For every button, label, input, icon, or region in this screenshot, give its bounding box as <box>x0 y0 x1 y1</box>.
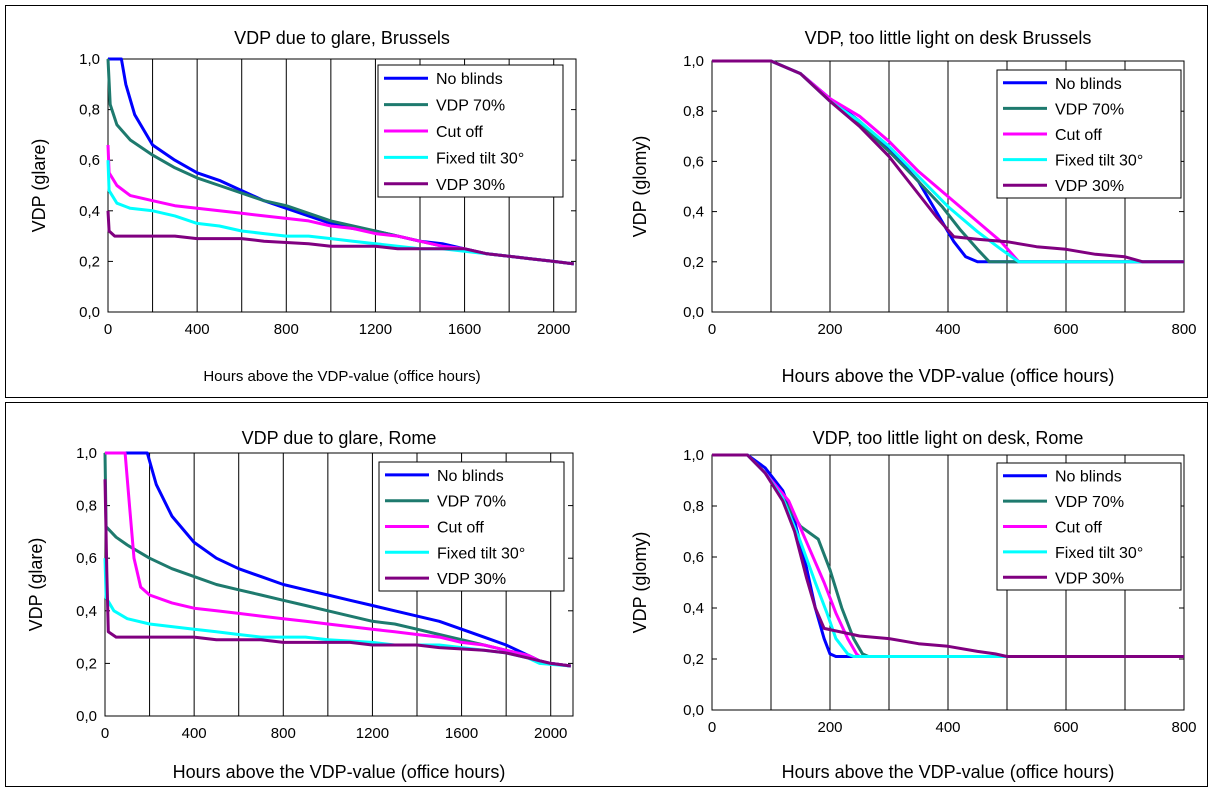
x-tick-label: 800 <box>1171 719 1196 736</box>
x-tick-label: 400 <box>935 321 960 338</box>
legend-label-vdp-30: VDP 30% <box>1055 178 1124 195</box>
x-tick-label: 1600 <box>445 725 478 742</box>
x-tick-label: 2000 <box>537 321 570 338</box>
legend-label-vdp-30: VDP 30% <box>436 177 505 194</box>
legend-label-vdp-30: VDP 30% <box>437 571 506 588</box>
x-tick-label: 0 <box>104 321 112 338</box>
y-tick-label: 0,6 <box>76 550 97 567</box>
x-tick-label: 800 <box>271 725 296 742</box>
x-tick-label: 200 <box>817 719 842 736</box>
y-tick-label: 0,2 <box>76 655 97 672</box>
legend-label-vdp-70: VDP 70% <box>1055 494 1124 511</box>
legend-label-no-blinds: No blinds <box>436 71 503 88</box>
y-tick-label: 0,8 <box>76 498 97 515</box>
series-line-vdp-30 <box>106 210 574 266</box>
x-tick-label: 0 <box>708 321 716 338</box>
y-tick-label: 1,0 <box>79 51 100 68</box>
x-tick-label: 1600 <box>448 321 481 338</box>
x-tick-label: 1200 <box>356 725 389 742</box>
legend-label-vdp-70: VDP 70% <box>436 98 505 115</box>
legend-label-cut-off: Cut off <box>1055 520 1102 537</box>
x-tick-label: 600 <box>1053 321 1078 338</box>
series-line-vdp-30 <box>103 479 571 668</box>
y-tick-label: 0,6 <box>683 549 704 566</box>
y-tick-label: 0,8 <box>79 102 100 119</box>
x-axis-label: Hours above the VDP-value (office hours) <box>203 368 480 385</box>
x-tick-label: 400 <box>182 725 207 742</box>
x-axis-label: Hours above the VDP-value (office hours) <box>173 762 506 782</box>
series-line-vdp-30 <box>712 453 1184 658</box>
legend-label-fixed-tilt-30: Fixed tilt 30° <box>437 545 525 562</box>
y-tick-label: 0,2 <box>683 651 704 668</box>
series-line-vdp-30 <box>712 59 1184 264</box>
y-tick-label: 0,4 <box>683 600 704 617</box>
x-tick-label: 800 <box>274 321 299 338</box>
y-axis-label: VDP (glomy) <box>630 532 650 634</box>
legend-label-cut-off: Cut off <box>1055 127 1102 144</box>
y-tick-label: 0,4 <box>76 603 97 620</box>
legend-label-no-blinds: No blinds <box>437 468 504 485</box>
legend-label-fixed-tilt-30: Fixed tilt 30° <box>436 150 524 167</box>
series-line-no-blinds <box>105 451 571 668</box>
series-line-cut-off <box>105 451 571 668</box>
y-tick-label: 0,6 <box>79 152 100 169</box>
y-tick-label: 0,0 <box>76 708 97 725</box>
legend-label-cut-off: Cut off <box>437 520 484 537</box>
y-axis-label: VDP (glare) <box>26 538 46 632</box>
series-line-no-blinds <box>712 453 1184 658</box>
legend-label-fixed-tilt-30: Fixed tilt 30° <box>1055 153 1143 170</box>
x-tick-label: 600 <box>1053 719 1078 736</box>
x-axis-label: Hours above the VDP-value (office hours) <box>782 366 1115 386</box>
y-tick-label: 0,8 <box>683 103 704 120</box>
x-tick-label: 1200 <box>359 321 392 338</box>
x-tick-label: 200 <box>817 321 842 338</box>
x-tick-label: 0 <box>708 719 716 736</box>
legend-label-vdp-70: VDP 70% <box>1055 101 1124 118</box>
legend-label-fixed-tilt-30: Fixed tilt 30° <box>1055 545 1143 562</box>
y-axis-label: VDP (glomy) <box>630 136 650 238</box>
y-tick-label: 0,0 <box>683 304 704 321</box>
chart-title: VDP due to glare, Rome <box>242 428 437 448</box>
legend-label-no-blinds: No blinds <box>1055 76 1122 93</box>
y-tick-label: 0,4 <box>79 203 100 220</box>
y-tick-label: 1,0 <box>683 53 704 70</box>
y-tick-label: 0,6 <box>683 153 704 170</box>
legend-label-cut-off: Cut off <box>436 124 483 141</box>
y-tick-label: 0,4 <box>683 204 704 221</box>
y-axis-label: VDP (glare) <box>29 139 49 233</box>
x-axis-label: Hours above the VDP-value (office hours) <box>782 762 1115 782</box>
legend-label-no-blinds: No blinds <box>1055 469 1122 486</box>
y-tick-label: 0,0 <box>683 702 704 719</box>
chart-title: VDP, too little light on desk, Rome <box>813 428 1084 448</box>
y-tick-label: 0,2 <box>683 254 704 271</box>
y-tick-label: 1,0 <box>683 447 704 464</box>
y-tick-label: 0,2 <box>79 253 100 270</box>
x-tick-label: 2000 <box>534 725 567 742</box>
y-tick-label: 0,8 <box>683 498 704 515</box>
chart-title: VDP, too little light on desk Brussels <box>805 28 1092 48</box>
y-tick-label: 0,0 <box>79 304 100 321</box>
x-tick-label: 0 <box>101 725 109 742</box>
y-tick-label: 1,0 <box>76 445 97 462</box>
chart-title: VDP due to glare, Brussels <box>234 28 450 48</box>
x-tick-label: 400 <box>185 321 210 338</box>
x-tick-label: 800 <box>1171 321 1196 338</box>
legend-label-vdp-70: VDP 70% <box>437 494 506 511</box>
x-tick-label: 400 <box>935 719 960 736</box>
legend-label-vdp-30: VDP 30% <box>1055 570 1124 587</box>
